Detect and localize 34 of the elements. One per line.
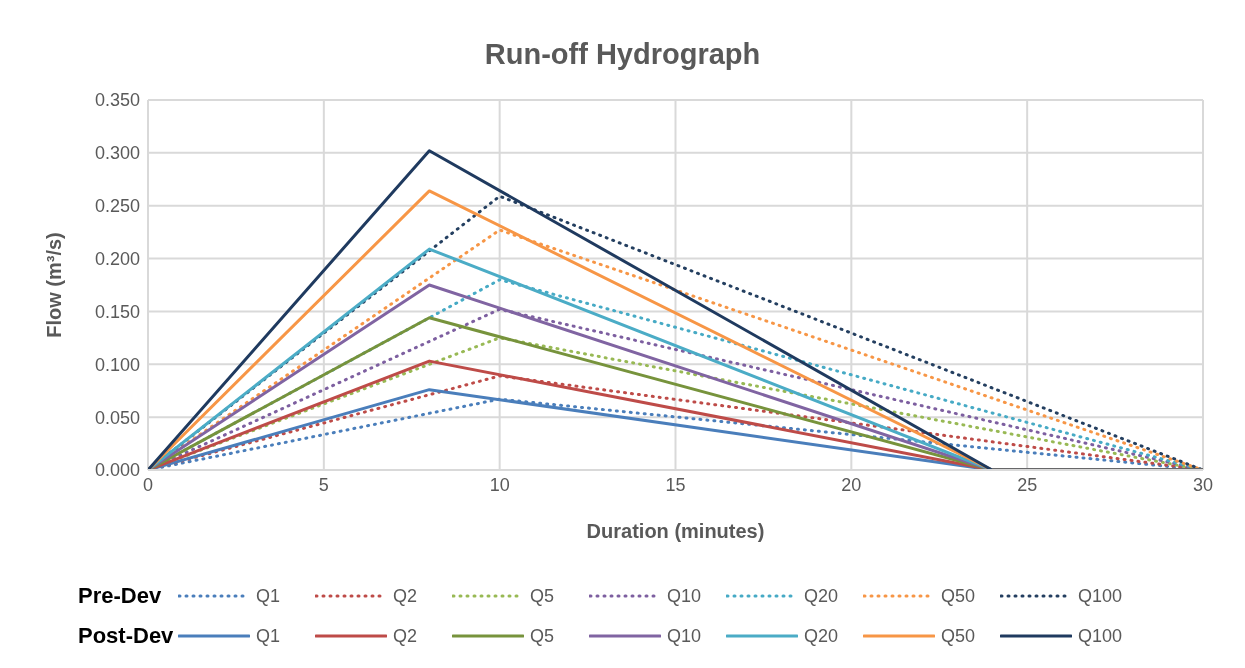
x-axis-title: Duration (minutes) — [586, 520, 765, 542]
x-tick-label: 25 — [1017, 474, 1038, 495]
legend-label: Q2 — [393, 585, 418, 607]
x-tick-label: 15 — [665, 474, 686, 495]
y-axis-title: Flow (m³/s) — [43, 232, 66, 338]
legend-label: Q10 — [667, 585, 702, 607]
legend-label: Q2 — [393, 625, 418, 647]
text: Post-Dev — [78, 623, 175, 649]
legend-label: Q1 — [256, 625, 281, 647]
text: Pre-Dev — [78, 583, 163, 609]
y-tick-label: 0.000 — [94, 460, 140, 481]
legend-label: Q20 — [804, 625, 839, 647]
legend-label: Q10 — [667, 625, 702, 647]
legend-label: Q100 — [1078, 585, 1123, 607]
legend-label: Q5 — [530, 585, 555, 607]
y-tick-label: 0.100 — [94, 354, 140, 375]
legend-label: Q5 — [530, 625, 555, 647]
x-tick-label: 5 — [318, 474, 329, 495]
x-tick-label: 10 — [489, 474, 510, 495]
y-tick-label: 0.250 — [94, 196, 140, 217]
legend-label: Q100 — [1078, 625, 1123, 647]
y-tick-label: 0.150 — [94, 301, 140, 322]
y-tick-label: 0.300 — [94, 143, 140, 164]
legend-label: Q50 — [941, 625, 976, 647]
x-tick-label: 20 — [841, 474, 862, 495]
chart-title: Run-off Hydrograph — [483, 38, 762, 71]
legend-label: Q50 — [941, 585, 976, 607]
x-tick-label: 30 — [1192, 474, 1214, 495]
x-tick-label: 0 — [142, 474, 154, 495]
y-tick-label: 0.200 — [94, 248, 140, 269]
y-tick-label: 0.050 — [94, 407, 140, 428]
legend-label: Q20 — [804, 585, 839, 607]
legend-label: Q1 — [256, 585, 281, 607]
y-tick-label: 0.350 — [94, 90, 140, 111]
